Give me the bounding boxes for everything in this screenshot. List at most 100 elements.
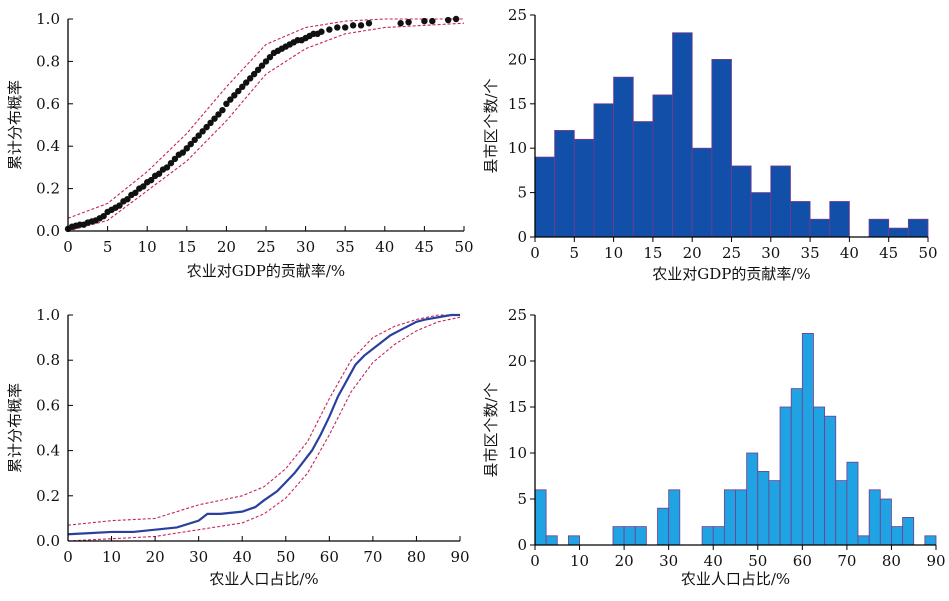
y-tick-label: 0.8	[36, 52, 60, 70]
y-tick-label: 0.0	[36, 532, 60, 550]
y-tick-label: 0.8	[36, 351, 60, 369]
cdf-point	[100, 212, 107, 220]
histogram-bar	[790, 388, 803, 546]
upper-confidence-band	[67, 314, 460, 526]
histogram-bar	[691, 147, 713, 238]
x-tick-label: 60	[793, 552, 812, 570]
x-tick-label: 25	[722, 244, 741, 262]
x-tick-label: 30	[761, 244, 780, 262]
cdf-line	[67, 313, 460, 536]
lower-confidence-band	[67, 316, 461, 542]
histogram-bar	[746, 452, 759, 546]
population-histogram-panel: 0 10 20 30 40 50 60 70 80 90 0 5 10 15 20 25 农业人口占比/% 县市区…	[482, 306, 946, 588]
histogram-bar	[824, 415, 837, 546]
x-tick-label: 45	[415, 238, 434, 256]
x-tick-label: 90	[926, 552, 945, 570]
cdf-point	[318, 28, 325, 35]
y-tick-label: 10	[508, 444, 527, 462]
histogram-bar	[672, 32, 693, 238]
histogram-bar	[750, 192, 772, 238]
x-tick-label: 50	[276, 548, 295, 566]
y-tick-label: 0	[517, 536, 527, 554]
cdf-point	[452, 15, 460, 23]
histogram-bar	[554, 130, 575, 238]
histogram-bar	[652, 94, 673, 238]
y-axis-title: 累计分布概率	[6, 383, 24, 473]
cdf-point	[199, 128, 206, 135]
histogram-bar	[779, 406, 792, 546]
histogram-bar	[731, 165, 752, 238]
x-axis-title: 农业人口占比/%	[209, 570, 318, 588]
cdf-point	[124, 196, 131, 203]
cdf-point	[207, 119, 214, 127]
y-tick-label: 1.0	[36, 306, 60, 324]
cdf-point	[223, 100, 230, 108]
x-tick-label: 30	[659, 552, 678, 570]
x-tick-label: 10	[570, 552, 589, 570]
cdf-point	[191, 136, 198, 144]
x-tick-label: 40	[375, 238, 394, 256]
cdf-point	[349, 22, 357, 29]
x-tick-label: 0	[530, 552, 540, 570]
y-tick-label: 5	[517, 184, 527, 202]
histogram-bar	[857, 535, 870, 546]
y-tick-label: 10	[508, 139, 527, 157]
histogram-bar	[568, 535, 580, 546]
cdf-point	[203, 123, 210, 131]
x-tick-label: 10	[102, 548, 121, 566]
population-cdf-panel: 0 10 20 30 40 50 60 70 80 90 0.0 0.2 0.4 0.6 0.8 1.0 农业人…	[6, 306, 470, 588]
x-tick-label: 70	[837, 552, 856, 570]
x-axis-title: 农业对GDP的贡献率/%	[652, 265, 810, 283]
lower-confidence-band	[67, 22, 465, 232]
histogram-bar	[712, 526, 725, 546]
x-tick-label: 35	[801, 244, 820, 262]
histogram-bar	[623, 526, 636, 546]
cdf-point	[147, 176, 155, 184]
y-tick-label: 15	[508, 95, 527, 113]
histogram-bar	[888, 227, 909, 238]
histogram-bar	[634, 526, 647, 546]
x-tick-label: 0	[530, 244, 540, 262]
x-tick-label: 45	[879, 244, 898, 262]
histogram-bar	[593, 103, 615, 238]
x-tick-label: 20	[615, 552, 634, 570]
histogram-bar	[612, 526, 625, 546]
histogram-bar	[846, 461, 859, 546]
cdf-point	[266, 53, 274, 61]
x-tick-label: 10	[604, 244, 623, 262]
cdf-point	[155, 170, 163, 177]
x-tick-label: 20	[683, 244, 702, 262]
x-tick-label: 40	[840, 244, 859, 262]
x-tick-label: 50	[918, 244, 937, 262]
x-tick-label: 0	[63, 548, 73, 566]
cdf-point	[239, 83, 246, 91]
gdp-histogram-panel: 0 5 10 15 20 25 30 35 40 45 50 0 5 10 15 20 25 农业对GDP的贡献率…	[482, 6, 938, 283]
y-tick-label: 0.4	[36, 442, 60, 460]
histogram-bar	[770, 165, 791, 238]
cdf-point	[397, 20, 404, 27]
x-tick-label: 40	[704, 552, 723, 570]
cdf-point	[262, 58, 270, 65]
y-tick-label: 0.4	[36, 137, 60, 155]
x-tick-label: 80	[882, 552, 901, 570]
histogram-bar	[868, 489, 881, 546]
cdf-point	[219, 106, 226, 114]
x-axis-title: 农业对GDP的贡献率/%	[187, 262, 345, 280]
cdf-point	[429, 17, 436, 25]
x-tick-label: 50	[748, 552, 767, 570]
y-tick-label: 5	[517, 490, 527, 508]
cdf-point	[444, 16, 452, 24]
histogram-bar	[768, 480, 781, 546]
y-tick-label: 0.2	[36, 487, 60, 505]
y-tick-label: 20	[508, 352, 527, 370]
histogram-bar	[891, 526, 903, 546]
x-tick-label: 15	[643, 244, 662, 262]
cdf-point	[195, 132, 202, 139]
cdf-point	[211, 115, 218, 122]
cdf-point	[258, 62, 266, 69]
cdf-point	[421, 17, 428, 25]
x-tick-label: 90	[450, 548, 469, 566]
y-tick-label: 0.0	[36, 222, 60, 240]
x-tick-label: 80	[407, 548, 426, 566]
histogram-bar	[573, 138, 595, 238]
